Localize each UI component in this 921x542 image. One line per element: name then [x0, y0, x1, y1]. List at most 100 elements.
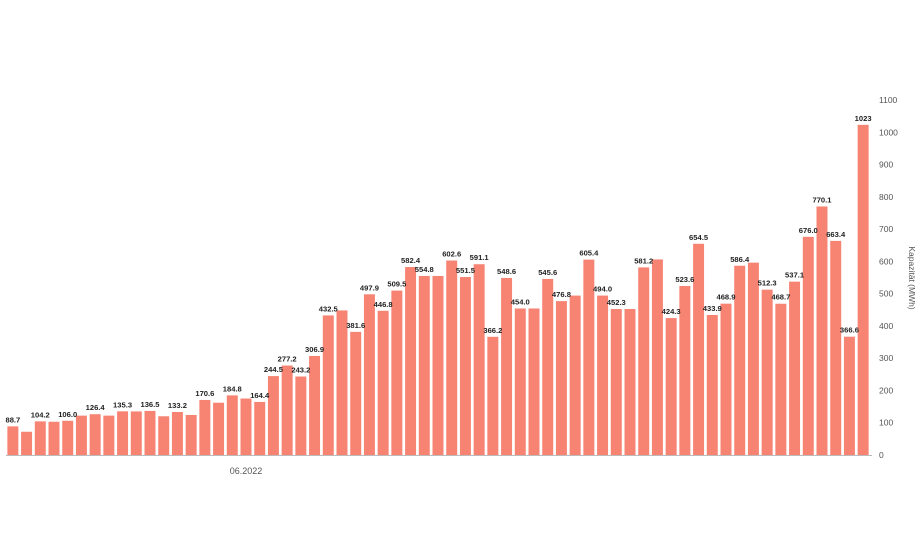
bar — [117, 411, 129, 455]
bar — [185, 414, 197, 455]
bar-value-label: 106.0 — [58, 410, 77, 419]
bar — [569, 295, 581, 455]
bar-value-label: 243.2 — [291, 366, 310, 375]
y-tick-label: 500 — [879, 289, 893, 299]
y-axis-ticks: 0 100 200 300 400 500 600 700 800 900 1000 1100 — [879, 95, 898, 460]
bar-value-label: 381.6 — [346, 321, 365, 330]
bar-value-label: 433.9 — [703, 304, 722, 313]
bar — [830, 240, 842, 455]
bar-value-label: 104.2 — [31, 410, 50, 419]
bar — [610, 309, 622, 455]
bar — [706, 314, 718, 455]
bar — [734, 265, 746, 455]
bar — [514, 308, 526, 455]
bar — [843, 336, 855, 455]
bar-value-label: 663.4 — [826, 230, 846, 239]
y-axis-title: Kapazität (MWh) — [907, 246, 917, 309]
bar-value-label: 133.2 — [168, 401, 187, 410]
bar — [789, 281, 801, 455]
y-tick-label: 1000 — [879, 127, 898, 137]
bar — [62, 420, 74, 455]
bar-value-label: 366.2 — [483, 326, 502, 335]
bar — [21, 431, 33, 455]
bar — [89, 414, 101, 455]
bar-value-label: 602.6 — [442, 250, 461, 259]
x-axis-ticks: 06.2022 — [230, 466, 263, 476]
bar-value-label: 523.6 — [675, 275, 694, 284]
bar-value-label: 126.4 — [86, 403, 106, 412]
bar — [281, 365, 293, 455]
bar — [693, 243, 705, 455]
bar — [542, 278, 554, 455]
bar-value-label: 170.6 — [195, 389, 214, 398]
bar-value-label: 136.5 — [140, 400, 160, 409]
bar-value-label: 497.9 — [360, 283, 379, 292]
y-tick-label: 700 — [879, 224, 893, 234]
y-tick-label: 100 — [879, 418, 893, 428]
bar — [363, 294, 375, 455]
bar — [103, 415, 115, 455]
bar — [802, 236, 814, 455]
bar-value-label: 582.4 — [401, 256, 421, 265]
bar-value-label: 135.3 — [113, 400, 132, 409]
bar — [295, 376, 307, 455]
bar — [254, 401, 266, 455]
y-tick-label: 1100 — [879, 95, 898, 105]
bar — [528, 308, 540, 455]
bar — [446, 260, 458, 455]
bar — [75, 415, 87, 455]
y-tick-label: 600 — [879, 256, 893, 266]
bar — [34, 421, 46, 455]
bar-value-label: 244.5 — [264, 365, 284, 374]
bar-value-label: 548.6 — [497, 267, 516, 276]
bar-value-label: 654.5 — [689, 233, 709, 242]
bar-value-label: 554.8 — [415, 265, 434, 274]
bar-value-label: 591.1 — [470, 253, 490, 262]
bar-value-label: 476.8 — [552, 290, 571, 299]
y-tick-label: 400 — [879, 321, 893, 331]
bar-value-label: 676.0 — [799, 226, 818, 235]
bar-value-label: 581.2 — [634, 256, 653, 265]
data-labels-layer: 88.7 104.2 106.0 126.4 135.3 136.5 133.2 170.6 1… — [5, 114, 871, 425]
bar-value-label: 452.3 — [607, 298, 626, 307]
x-tick-label: 06.2022 — [230, 466, 263, 476]
bar-value-label: 468.7 — [771, 293, 790, 302]
bar — [377, 310, 389, 455]
bar — [720, 303, 732, 455]
bar — [130, 411, 142, 455]
bar — [199, 399, 211, 455]
bar — [501, 277, 513, 455]
bar-value-label: 509.5 — [387, 280, 407, 289]
bar — [761, 289, 773, 455]
bars-layer — [7, 124, 869, 455]
bar-value-label: 468.9 — [716, 293, 735, 302]
bar — [473, 264, 485, 455]
bar — [597, 295, 609, 455]
bar-value-label: 537.1 — [785, 271, 805, 280]
bar — [405, 267, 417, 455]
bar — [213, 402, 225, 455]
bar — [651, 259, 663, 455]
bar — [665, 318, 677, 455]
y-tick-label: 0 — [879, 450, 884, 460]
bar — [638, 267, 650, 455]
bar-value-label: 545.6 — [538, 268, 557, 277]
y-tick-label: 900 — [879, 160, 893, 170]
bar — [487, 336, 499, 455]
bar — [679, 286, 691, 455]
bar-value-label: 605.4 — [579, 249, 599, 258]
bar — [432, 275, 444, 455]
bar-value-label: 184.8 — [223, 384, 242, 393]
bar-value-label: 277.2 — [278, 355, 297, 364]
bar — [226, 395, 238, 455]
bar — [144, 410, 156, 455]
bar — [158, 416, 170, 455]
bar-value-label: 1023 — [855, 114, 872, 123]
bar — [350, 331, 362, 455]
bar — [816, 206, 828, 455]
bar-value-label: 164.4 — [250, 391, 270, 400]
bar-value-label: 366.6 — [840, 326, 859, 335]
y-tick-label: 300 — [879, 353, 893, 363]
